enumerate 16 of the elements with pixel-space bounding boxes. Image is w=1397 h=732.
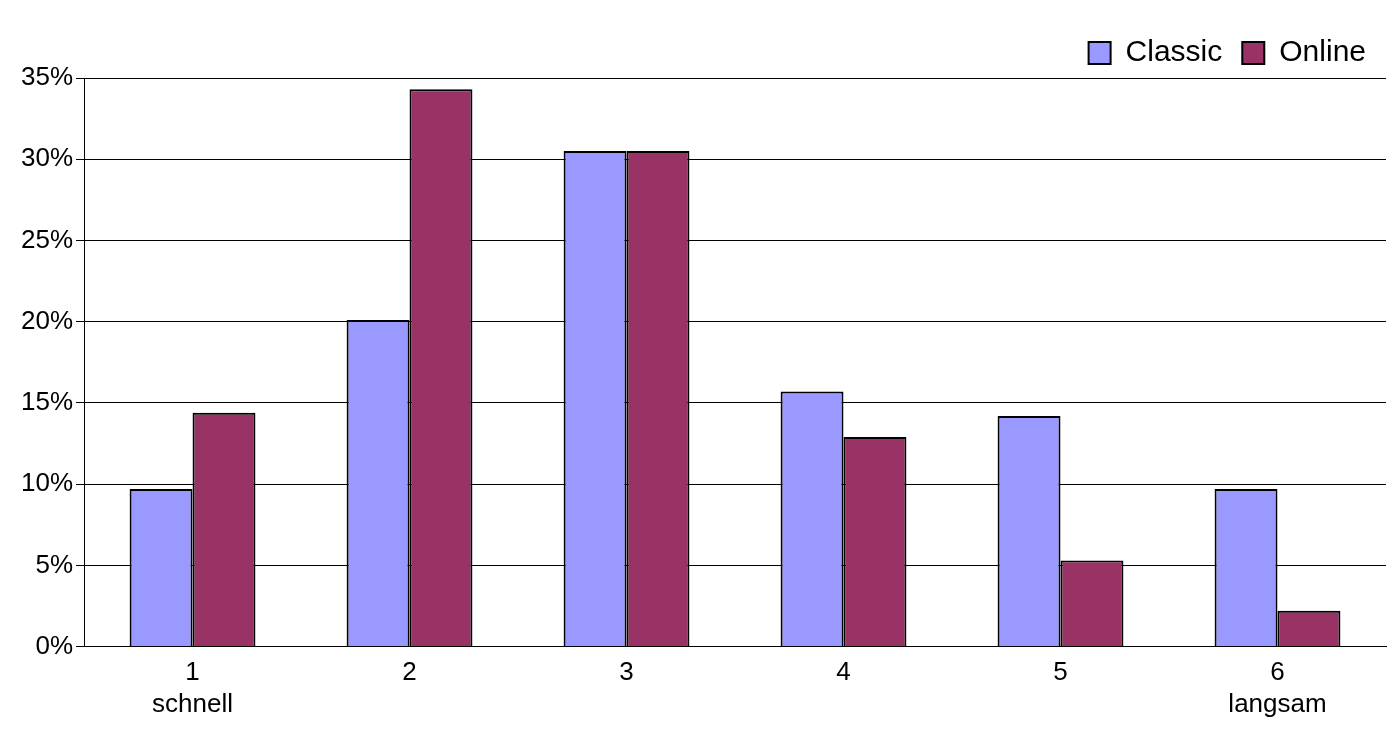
y-tick-label: 25% [20,223,74,254]
x-tick-label: 6 langsam [1228,656,1327,718]
y-tick-label: 35% [20,61,74,92]
x-tick-label: 4 [836,656,851,687]
y-tick-label: 10% [20,467,74,498]
y-tick-label: 20% [20,304,74,335]
x-tick-label: 1 schnell [152,656,233,718]
x-tick-label: 5 [1053,656,1068,687]
legend-label: Online [1279,34,1366,68]
legend-label: Classic [1125,34,1223,68]
y-tick-label: 30% [20,142,74,173]
y-tick-label: 5% [35,548,74,579]
y-tick-label: 15% [20,386,74,417]
x-tick-label: 3 [619,656,634,687]
y-tick-label: 0% [35,629,74,660]
x-tick-label: 2 [402,656,417,687]
